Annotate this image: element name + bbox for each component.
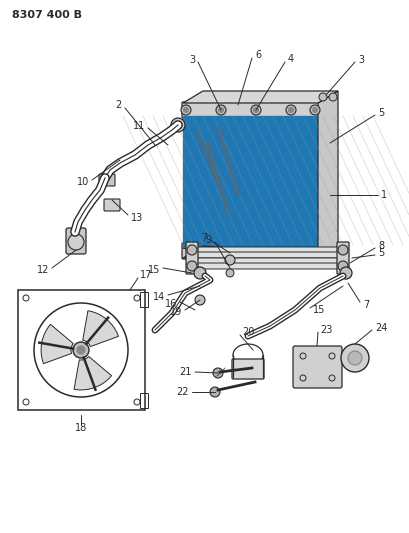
FancyBboxPatch shape bbox=[66, 228, 86, 254]
Circle shape bbox=[337, 245, 347, 255]
Polygon shape bbox=[317, 91, 337, 258]
Circle shape bbox=[328, 93, 336, 101]
FancyBboxPatch shape bbox=[194, 252, 339, 258]
Text: 3: 3 bbox=[357, 55, 363, 65]
Bar bbox=[18, 290, 145, 410]
Bar bbox=[139, 393, 148, 408]
Text: 20: 20 bbox=[241, 327, 254, 337]
Circle shape bbox=[195, 295, 204, 305]
Circle shape bbox=[187, 245, 196, 255]
Text: 7: 7 bbox=[200, 233, 207, 243]
Text: 2: 2 bbox=[115, 100, 122, 110]
Text: 21: 21 bbox=[179, 367, 191, 377]
FancyBboxPatch shape bbox=[182, 102, 318, 118]
Text: 19: 19 bbox=[169, 307, 182, 317]
FancyBboxPatch shape bbox=[336, 242, 348, 274]
Circle shape bbox=[318, 93, 326, 101]
Text: 1: 1 bbox=[380, 190, 386, 200]
FancyBboxPatch shape bbox=[194, 258, 339, 264]
Text: 18: 18 bbox=[75, 423, 87, 433]
Polygon shape bbox=[182, 91, 337, 103]
Text: 23: 23 bbox=[319, 325, 332, 335]
Text: 8: 8 bbox=[377, 241, 383, 251]
FancyBboxPatch shape bbox=[99, 174, 115, 186]
Circle shape bbox=[312, 108, 317, 112]
Circle shape bbox=[225, 255, 234, 265]
Text: 6: 6 bbox=[254, 50, 261, 60]
Circle shape bbox=[187, 261, 196, 271]
Text: 8307 400 B: 8307 400 B bbox=[12, 10, 82, 20]
Text: 13: 13 bbox=[131, 213, 143, 223]
FancyBboxPatch shape bbox=[292, 346, 341, 388]
Text: 3: 3 bbox=[189, 55, 195, 65]
Circle shape bbox=[77, 346, 85, 354]
Text: 17: 17 bbox=[139, 270, 152, 280]
Bar bbox=[139, 292, 148, 307]
Text: 15: 15 bbox=[147, 265, 160, 275]
Circle shape bbox=[73, 342, 89, 358]
Circle shape bbox=[216, 105, 225, 115]
Text: 15: 15 bbox=[312, 305, 325, 315]
FancyBboxPatch shape bbox=[231, 359, 263, 379]
FancyBboxPatch shape bbox=[182, 243, 318, 259]
Text: 9: 9 bbox=[205, 235, 211, 245]
Circle shape bbox=[68, 234, 84, 250]
Text: 24: 24 bbox=[374, 323, 387, 333]
FancyBboxPatch shape bbox=[186, 242, 198, 274]
Circle shape bbox=[209, 387, 220, 397]
Bar bbox=[182, 116, 317, 248]
Text: 7: 7 bbox=[362, 300, 369, 310]
Text: 5: 5 bbox=[377, 108, 383, 118]
Circle shape bbox=[288, 108, 293, 112]
Polygon shape bbox=[74, 357, 111, 390]
Text: 16: 16 bbox=[164, 299, 177, 309]
FancyBboxPatch shape bbox=[194, 263, 339, 269]
Circle shape bbox=[253, 108, 258, 112]
Text: 4: 4 bbox=[287, 54, 293, 64]
Bar bbox=[182, 116, 317, 248]
Text: 22: 22 bbox=[176, 387, 189, 397]
Circle shape bbox=[213, 368, 222, 378]
Polygon shape bbox=[83, 311, 118, 346]
Circle shape bbox=[337, 261, 347, 271]
Text: 10: 10 bbox=[76, 177, 89, 187]
FancyBboxPatch shape bbox=[194, 247, 339, 253]
FancyBboxPatch shape bbox=[104, 199, 120, 211]
Circle shape bbox=[347, 351, 361, 365]
Text: 12: 12 bbox=[36, 265, 49, 275]
Circle shape bbox=[183, 108, 188, 112]
Polygon shape bbox=[182, 246, 337, 258]
Circle shape bbox=[340, 344, 368, 372]
Text: 14: 14 bbox=[153, 292, 164, 302]
Circle shape bbox=[250, 105, 261, 115]
Text: 5: 5 bbox=[377, 248, 383, 258]
Circle shape bbox=[225, 269, 234, 277]
Circle shape bbox=[339, 267, 351, 279]
Circle shape bbox=[218, 108, 223, 112]
Circle shape bbox=[193, 267, 205, 279]
Polygon shape bbox=[41, 324, 73, 364]
Circle shape bbox=[285, 105, 295, 115]
Circle shape bbox=[309, 105, 319, 115]
Circle shape bbox=[180, 105, 191, 115]
Text: 11: 11 bbox=[133, 121, 145, 131]
Circle shape bbox=[171, 118, 184, 132]
